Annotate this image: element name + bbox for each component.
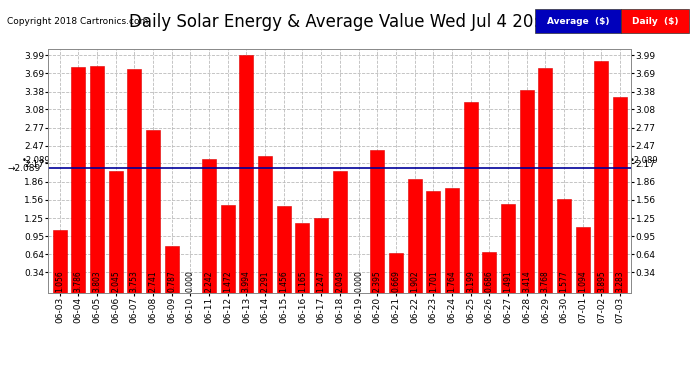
Bar	[127, 69, 141, 292]
Bar	[165, 246, 179, 292]
Text: Average  ($): Average ($)	[546, 16, 609, 26]
Bar	[575, 228, 590, 292]
Text: 1.456: 1.456	[279, 270, 288, 292]
Text: 1.491: 1.491	[504, 270, 513, 292]
Text: Daily  ($): Daily ($)	[631, 16, 678, 26]
Bar	[71, 68, 85, 292]
Text: 1.764: 1.764	[447, 270, 457, 292]
Bar	[482, 252, 496, 292]
Bar	[52, 230, 66, 292]
Text: 1.902: 1.902	[410, 270, 419, 292]
Bar	[146, 129, 160, 292]
Bar	[595, 61, 609, 292]
Bar	[239, 55, 253, 292]
Text: 1.247: 1.247	[317, 270, 326, 292]
Bar	[371, 150, 384, 292]
Text: 2.741: 2.741	[148, 270, 157, 292]
Bar	[538, 69, 553, 292]
Text: 0.000: 0.000	[354, 270, 363, 292]
Text: Daily Solar Energy & Average Value Wed Jul 4 20:19: Daily Solar Energy & Average Value Wed J…	[130, 13, 560, 31]
Text: Copyright 2018 Cartronics.com: Copyright 2018 Cartronics.com	[7, 17, 148, 26]
Bar	[408, 179, 422, 292]
Text: 2.291: 2.291	[261, 270, 270, 292]
Bar	[557, 199, 571, 292]
Bar	[108, 171, 123, 292]
Bar	[295, 223, 309, 292]
Text: →2.089: →2.089	[7, 164, 41, 173]
Text: 3.414: 3.414	[522, 270, 531, 292]
Text: 2.049: 2.049	[335, 270, 344, 292]
Bar	[613, 98, 627, 292]
Bar	[464, 102, 477, 292]
Text: 0.787: 0.787	[167, 270, 176, 292]
Text: 1.165: 1.165	[298, 270, 307, 292]
Text: 1.577: 1.577	[560, 270, 569, 292]
Text: 0.000: 0.000	[186, 270, 195, 292]
Text: 1.701: 1.701	[428, 270, 437, 292]
Bar	[314, 218, 328, 292]
Bar	[426, 191, 440, 292]
Text: 2.242: 2.242	[204, 270, 213, 292]
Text: 3.786: 3.786	[74, 270, 83, 292]
Text: 3.753: 3.753	[130, 270, 139, 292]
Text: •2.089: •2.089	[21, 156, 50, 165]
Bar	[520, 90, 533, 292]
Text: 1.472: 1.472	[223, 270, 233, 292]
Text: 3.803: 3.803	[92, 270, 101, 292]
Text: 2.395: 2.395	[373, 270, 382, 292]
Bar	[277, 206, 290, 292]
Text: •2.089: •2.089	[629, 156, 658, 165]
Bar	[333, 171, 347, 292]
Bar	[389, 253, 403, 292]
Bar	[445, 188, 459, 292]
Bar	[221, 205, 235, 292]
Bar	[501, 204, 515, 292]
Text: 1.094: 1.094	[578, 270, 587, 292]
Text: 2.045: 2.045	[111, 270, 120, 292]
Bar	[258, 156, 272, 292]
Bar	[202, 159, 216, 292]
Text: 0.686: 0.686	[485, 270, 494, 292]
Text: 3.895: 3.895	[597, 270, 606, 292]
Text: 3.283: 3.283	[615, 270, 624, 292]
Text: 3.768: 3.768	[541, 270, 550, 292]
Bar	[90, 66, 104, 292]
Text: 3.994: 3.994	[242, 270, 251, 292]
Text: 3.199: 3.199	[466, 270, 475, 292]
Text: 1.056: 1.056	[55, 270, 64, 292]
Text: 0.669: 0.669	[391, 270, 400, 292]
